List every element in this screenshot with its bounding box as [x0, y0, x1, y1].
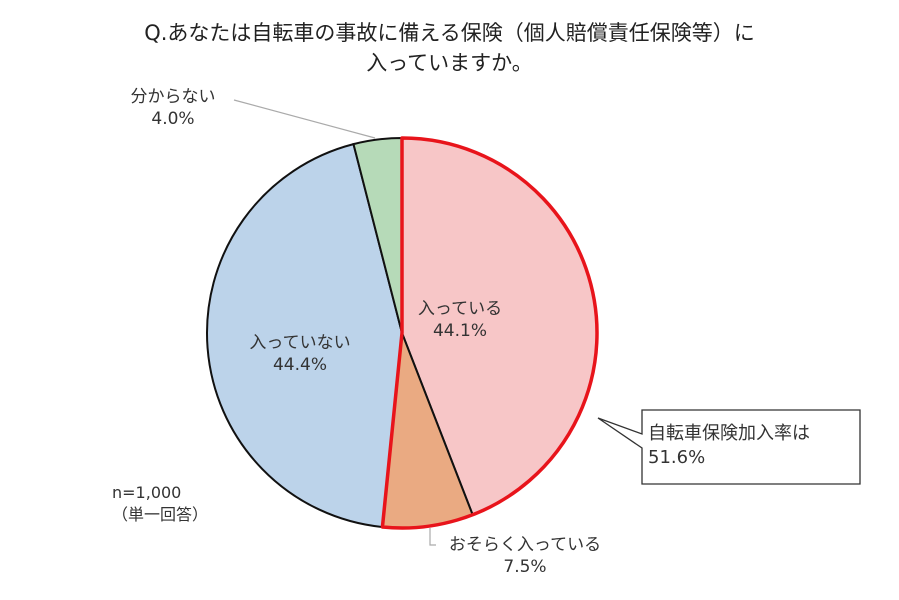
- callout-line-2: 51.6%: [648, 447, 706, 468]
- label-probably-in: おそらく入っている 7.5%: [430, 534, 620, 578]
- label-in-value: 44.1%: [432, 321, 487, 341]
- label-in-name: 入っている: [417, 299, 503, 319]
- highlight-outline: [380, 136, 599, 530]
- label-unknown: 分からない 4.0%: [108, 86, 238, 130]
- label-not-in-name: 入っていない: [249, 333, 351, 353]
- chart-title: Q.あなたは自転車の事故に備える保険（個人賠償責任保険等）に 入っていますか。: [0, 18, 899, 78]
- label-in: 入っている 44.1%: [380, 298, 540, 342]
- label-unknown-name: 分からない: [130, 87, 216, 107]
- label-probably-in-name: おそらく入っている: [448, 535, 602, 555]
- leader-line-unknown: [233, 99, 376, 139]
- title-line-1: Q.あなたは自転車の事故に備える保険（個人賠償責任保険等）に: [144, 21, 755, 45]
- label-unknown-value: 4.0%: [151, 109, 195, 129]
- label-probably-in-value: 7.5%: [503, 557, 547, 577]
- answer-type: （単一回答）: [112, 505, 209, 524]
- sample-note: n=1,000 （単一回答）: [112, 482, 208, 526]
- slice-not-in: [206, 142, 404, 529]
- label-not-in-value: 44.4%: [272, 355, 327, 375]
- title-line-2: 入っていますか。: [366, 51, 533, 75]
- leader-line-probably: [429, 528, 436, 546]
- label-not-in: 入っていない 44.4%: [220, 332, 380, 376]
- sample-size: n=1,000: [112, 483, 182, 502]
- callout-text: 自転車保険加入率は 51.6%: [648, 422, 810, 470]
- callout-bubble: [597, 409, 861, 485]
- callout-line-1: 自転車保険加入率は: [648, 423, 810, 444]
